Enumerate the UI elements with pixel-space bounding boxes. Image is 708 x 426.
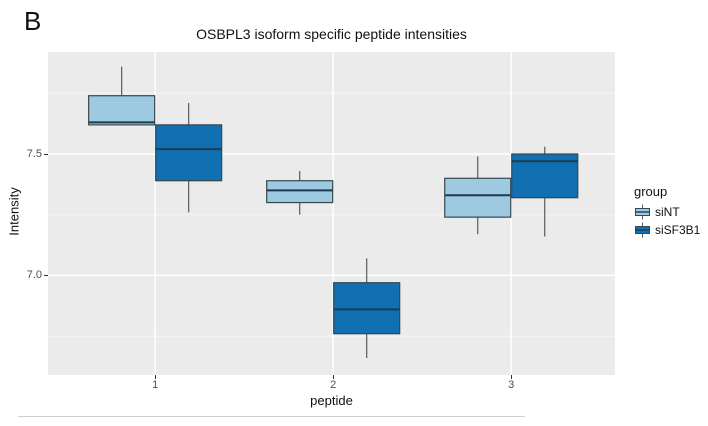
legend-entry-sisf3b1: siSF3B1 bbox=[634, 221, 700, 239]
x-axis-title: peptide bbox=[310, 393, 353, 408]
chart-title: OSBPL3 isoform specific peptide intensit… bbox=[196, 26, 467, 42]
x-tick-label: 1 bbox=[152, 379, 159, 391]
legend-title: group bbox=[634, 184, 668, 199]
legend-entries: siNT siSF3B1 bbox=[634, 203, 700, 239]
x-tick-mark bbox=[511, 375, 513, 379]
y-tick-mark bbox=[44, 154, 48, 155]
plot-panel bbox=[48, 52, 615, 375]
y-tick-mark bbox=[44, 275, 48, 277]
legend-entry-label: siNT bbox=[655, 205, 680, 219]
legend-entry-label: siSF3B1 bbox=[655, 223, 701, 237]
boxplot-key-icon bbox=[634, 204, 651, 220]
boxplot-key-icon bbox=[634, 222, 651, 238]
legend: group siNT siSF3B1 bbox=[634, 184, 700, 239]
x-tick-mark bbox=[155, 375, 157, 379]
x-tick-label: 3 bbox=[508, 379, 515, 391]
x-tick-label: 2 bbox=[330, 379, 337, 391]
x-tick-mark bbox=[333, 375, 335, 379]
y-tick-label: 7.0 bbox=[26, 269, 42, 282]
y-tick-label: 7.5 bbox=[26, 148, 42, 160]
panel-label: B bbox=[24, 6, 42, 36]
legend-entry-sint: siNT bbox=[634, 203, 700, 221]
bottom-divider-line bbox=[18, 416, 525, 417]
y-axis-title: Intensity bbox=[6, 187, 22, 236]
boxplot-canvas bbox=[48, 52, 615, 375]
